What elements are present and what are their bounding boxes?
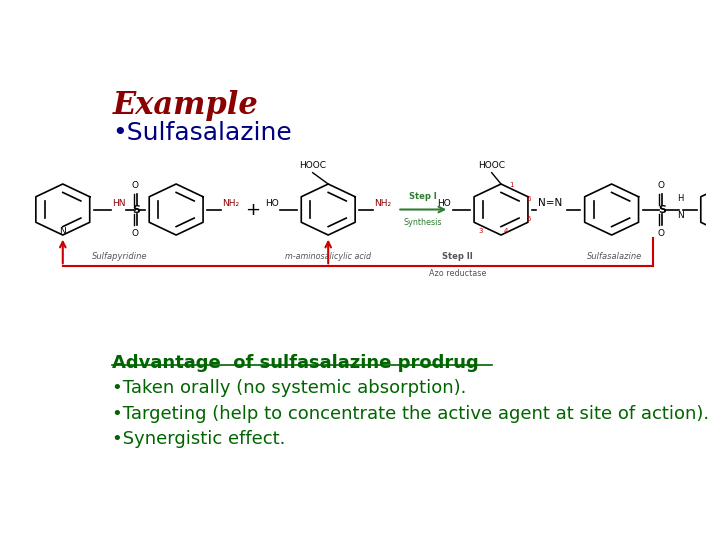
Text: Synthesis: Synthesis [404,218,443,227]
Text: N: N [677,211,683,220]
Text: •Targeting (help to concentrate the active agent at site of action).: •Targeting (help to concentrate the acti… [112,404,709,422]
Text: +: + [245,200,260,219]
Text: HO: HO [265,199,279,208]
Text: NH₂: NH₂ [222,199,240,208]
Text: 1: 1 [510,182,514,188]
Text: 4: 4 [503,228,508,234]
Text: 3: 3 [479,228,483,234]
Text: •Taken orally (no systemic absorption).: •Taken orally (no systemic absorption). [112,379,467,397]
Text: •Synergistic effect.: •Synergistic effect. [112,430,286,448]
Text: HN: HN [112,199,126,208]
Text: Step II: Step II [442,252,473,261]
Text: O: O [657,181,664,190]
Text: Example: Example [112,90,258,121]
Text: Sulfasalazine: Sulfasalazine [587,252,642,261]
Text: Sulfapyridine: Sulfapyridine [91,252,147,261]
Text: Step I: Step I [410,192,437,201]
Text: NH₂: NH₂ [374,199,392,208]
Text: HOOC: HOOC [299,161,326,170]
Text: N=N: N=N [538,198,562,208]
Text: S: S [132,205,140,214]
Text: 6: 6 [527,195,531,201]
Text: O: O [657,230,664,238]
Text: 5: 5 [527,216,531,222]
Text: S: S [658,205,666,214]
Text: H: H [677,194,683,202]
Text: O: O [132,181,139,190]
Text: •Sulfasalazine: •Sulfasalazine [112,121,292,145]
Text: Advantage  of sulfasalazine prodrug: Advantage of sulfasalazine prodrug [112,354,479,372]
Text: HO: HO [438,199,451,208]
Text: HOOC: HOOC [478,161,505,170]
Text: N: N [60,227,66,235]
Text: m-aminosalicylic acid: m-aminosalicylic acid [285,252,372,261]
Text: O: O [132,230,139,238]
Text: Azo reductase: Azo reductase [429,269,487,278]
